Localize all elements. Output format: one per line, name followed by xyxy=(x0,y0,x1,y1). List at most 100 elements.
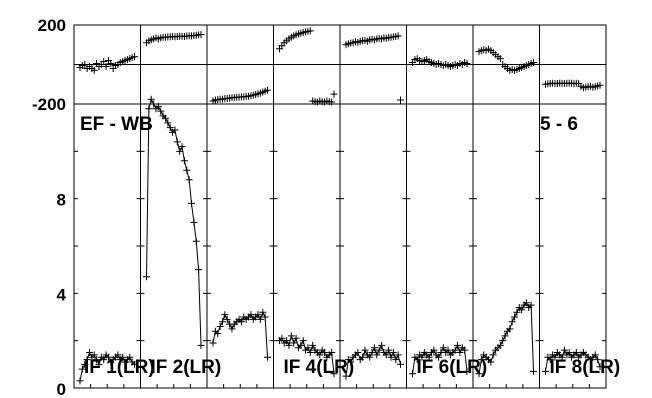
amplitude-point xyxy=(157,107,165,115)
annotation-baseline: EF - WB xyxy=(80,114,153,135)
amplitude-point xyxy=(259,308,267,316)
amplitude-point xyxy=(183,166,191,174)
panel-label: IF 1(LR) xyxy=(84,357,155,378)
panel-label: IF 2(LR) xyxy=(151,357,222,378)
amplitude-point xyxy=(299,337,307,345)
amplitude-point xyxy=(328,349,336,356)
phase-point xyxy=(496,55,504,63)
amplitude-point xyxy=(461,346,469,354)
top-y-tick-labels: 200 -200 xyxy=(32,16,66,114)
annotation-antennas: 5 - 6 xyxy=(540,114,578,135)
amplitude-point xyxy=(150,100,158,108)
amplitude-point xyxy=(247,311,255,319)
bottom-y-tick-label: 4 xyxy=(57,285,67,304)
amplitude-point xyxy=(171,126,179,134)
amplitude-point xyxy=(76,377,84,385)
phase-point xyxy=(328,98,336,106)
amplitude-point xyxy=(425,353,433,361)
amplitude-point xyxy=(359,353,367,361)
amplitude-point xyxy=(513,308,521,316)
panel-series-5 xyxy=(342,32,404,380)
phase-point xyxy=(330,90,338,98)
amplitude-point xyxy=(114,351,122,359)
amplitude-point xyxy=(413,356,421,364)
amplitude-point xyxy=(489,351,497,359)
amplitude-point xyxy=(596,363,604,371)
phase-point xyxy=(264,86,271,94)
amplitude-point xyxy=(95,360,103,368)
amplitude-point xyxy=(178,143,186,151)
amplitude-point xyxy=(164,119,172,127)
phase-point xyxy=(463,60,471,68)
amplitude-point xyxy=(475,370,483,378)
amplitude-point xyxy=(131,360,138,368)
panel-series-3 xyxy=(209,86,271,361)
amplitude-point xyxy=(147,95,155,103)
amplitude-point xyxy=(297,341,305,349)
amplitude-point xyxy=(237,318,245,326)
phase-point xyxy=(530,59,537,67)
amplitude-point xyxy=(506,325,514,333)
amplitude-point xyxy=(306,349,314,356)
amplitude-point xyxy=(145,105,153,113)
amplitude-point xyxy=(264,353,271,361)
amplitude-point xyxy=(321,349,329,356)
panel-series-1 xyxy=(76,53,138,385)
amplitude-point xyxy=(594,356,602,364)
amplitude-point xyxy=(154,102,162,110)
amplitude-point xyxy=(173,138,181,146)
amplitude-point xyxy=(180,157,188,165)
amplitude-point xyxy=(409,370,416,378)
amplitude-point xyxy=(254,311,262,319)
amplitude-point xyxy=(119,353,127,361)
panel-label: IF 4(LR) xyxy=(284,357,355,378)
amplitude-point xyxy=(508,318,516,326)
amplitude-point xyxy=(354,349,362,356)
amplitude-point xyxy=(435,353,443,361)
amplitude-point xyxy=(93,356,101,364)
amplitude-point xyxy=(572,349,580,356)
panel-series-6 xyxy=(409,55,471,378)
panel-label: IF 6(LR) xyxy=(417,357,488,378)
bottom-panel-grid xyxy=(74,103,606,388)
bottom-y-tick-labels: 0 4 8 xyxy=(57,191,67,398)
amplitude-point xyxy=(287,332,295,340)
amplitude-point xyxy=(85,349,93,356)
amplitude-point xyxy=(188,199,196,207)
amplitude-point xyxy=(100,356,108,364)
amplitude-point xyxy=(389,349,397,356)
amplitude-point xyxy=(439,344,447,352)
amplitude-point xyxy=(499,337,507,345)
amplitude-point xyxy=(518,306,526,314)
phase-point xyxy=(397,96,404,104)
amplitude-point xyxy=(546,356,554,364)
amplitude-point xyxy=(176,147,184,155)
amplitude-point xyxy=(530,367,537,375)
amplitude-point xyxy=(90,351,98,359)
top-y-tick-label: 200 xyxy=(38,16,66,35)
amplitude-point xyxy=(366,353,374,361)
amplitude-point xyxy=(430,346,438,354)
amplitude-point xyxy=(316,351,324,359)
amplitude-point xyxy=(190,218,198,226)
amplitude-point xyxy=(192,237,200,245)
amplitude-point xyxy=(209,339,217,347)
amplitude-point xyxy=(214,330,222,338)
amplitude-point xyxy=(394,351,402,359)
series-layer xyxy=(76,27,604,385)
phase-point xyxy=(107,60,115,68)
amplitude-point xyxy=(223,315,231,323)
phase-point xyxy=(306,27,314,35)
panel-series-7 xyxy=(475,45,537,378)
amplitude-point xyxy=(456,349,464,356)
amplitude-point xyxy=(375,346,383,354)
amplitude-point xyxy=(78,365,86,373)
amplitude-point xyxy=(378,341,386,349)
amplitude-point xyxy=(387,353,395,361)
amplitude-point xyxy=(290,339,298,347)
amplitude-point xyxy=(477,356,485,364)
amplitude-point xyxy=(522,299,530,307)
amplitude-point xyxy=(256,315,264,323)
amplitude-point xyxy=(392,356,400,364)
